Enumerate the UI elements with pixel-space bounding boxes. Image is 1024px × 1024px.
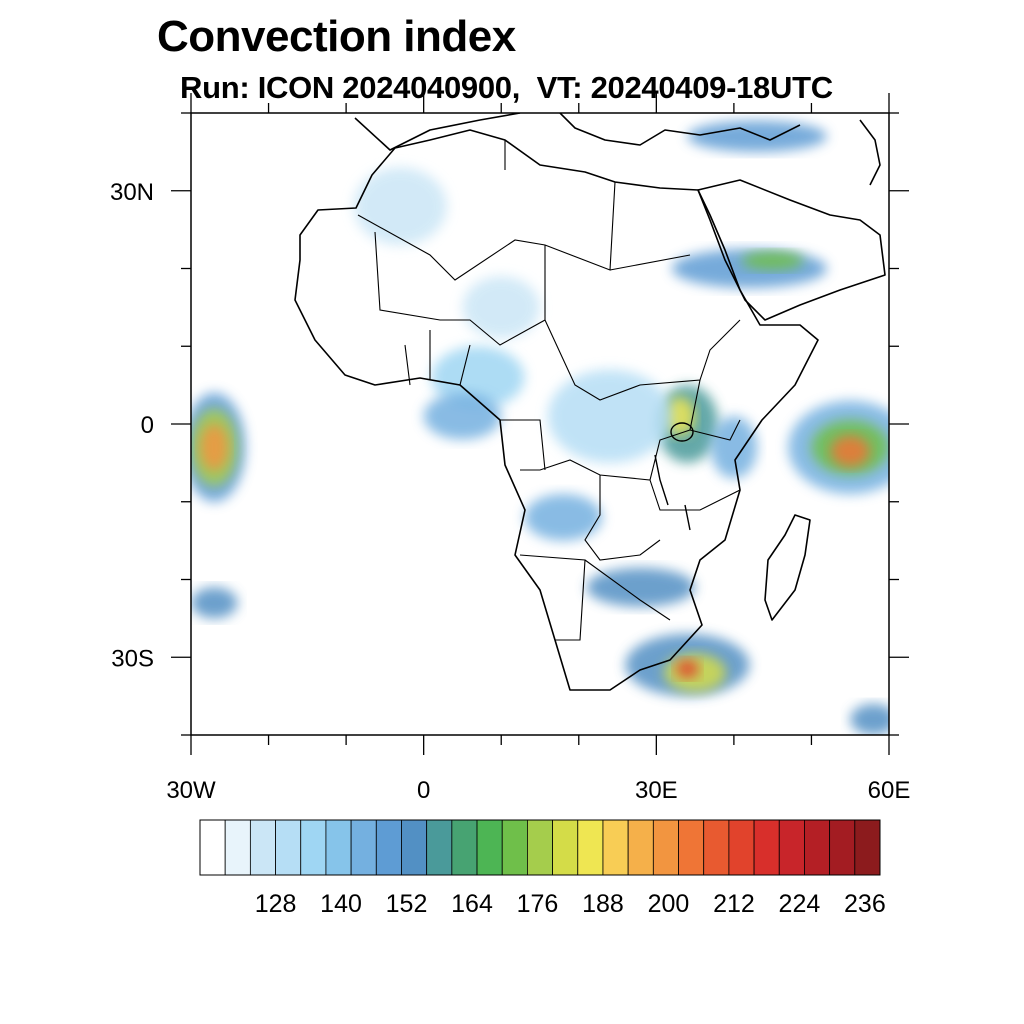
colorbar-swatch — [325, 819, 352, 876]
convection-cell — [200, 424, 229, 471]
madagascar-coastline — [764, 514, 811, 621]
colorbar-frame — [199, 819, 881, 876]
colorbar-swatch — [552, 819, 579, 876]
colorbar-swatch — [501, 819, 528, 876]
colorbar-swatch — [275, 819, 302, 876]
convection-cell — [710, 416, 758, 479]
convection-cell — [462, 276, 540, 339]
colorbar-swatch — [350, 819, 377, 876]
x-tick-label: 0 — [417, 777, 430, 804]
country-borders — [357, 140, 741, 641]
x-tick-label: 60E — [868, 777, 911, 804]
y-tick-label: 30S — [111, 645, 154, 672]
colorbar-swatch — [854, 819, 881, 876]
convection-cell — [741, 251, 804, 271]
convection-cell — [675, 659, 699, 679]
chart-subtitle: Run: ICON 2024040900, VT: 20240409-18UTC — [180, 70, 833, 105]
caspian-coastline — [859, 119, 881, 186]
colorbar-swatch — [577, 819, 604, 876]
colorbar-label: 200 — [648, 890, 690, 918]
lake-layer — [654, 422, 694, 531]
axis-ticks: 30W 0 30E 60E 30N 0 30S — [110, 93, 910, 804]
y-tick-label: 30N — [110, 179, 154, 206]
colorbar-label: 164 — [451, 890, 493, 918]
colorbar-swatch — [703, 819, 730, 876]
colorbar-swatch — [652, 819, 679, 876]
convection-cell — [664, 396, 696, 436]
colorbar-swatch — [249, 819, 276, 876]
colorbar-swatch — [451, 819, 478, 876]
colorbar-swatch — [829, 819, 856, 876]
colorbar-swatch — [401, 819, 428, 876]
convection-cell — [850, 703, 889, 735]
convection-cell — [547, 369, 672, 463]
y-tick-label: 0 — [141, 412, 154, 439]
colorbar-swatch — [602, 819, 629, 876]
arabia-coastline — [697, 179, 886, 321]
convection-cell — [191, 587, 238, 619]
colorbar-swatch — [804, 819, 831, 876]
convection-cell — [524, 493, 603, 541]
colorbar-label: 176 — [517, 890, 559, 918]
x-tick-label: 30E — [635, 777, 678, 804]
colorbar-label: 236 — [844, 890, 886, 918]
convection-cell — [687, 120, 827, 152]
colorbar-swatch — [627, 819, 654, 876]
colorbar-swatch — [375, 819, 402, 876]
colorbar-label: 224 — [779, 890, 821, 918]
colorbar-swatch — [527, 819, 553, 876]
chart-title: Convection index — [157, 12, 516, 61]
colorbar-swatch — [753, 819, 780, 876]
colorbar-swatch — [300, 819, 327, 876]
convection-cell — [830, 435, 870, 467]
colorbar-label: 140 — [320, 890, 362, 918]
colorbar-label: 128 — [255, 890, 297, 918]
colorbar: 128 140 152 164 176 188 200 212 224 236 — [199, 819, 886, 918]
convection-cell — [586, 567, 696, 607]
lake-victoria — [670, 422, 694, 442]
colorbar-swatch — [199, 819, 226, 876]
colorbar-label: 188 — [582, 890, 624, 918]
lake-tanganyika — [654, 454, 669, 506]
border-layer — [357, 140, 741, 641]
colorbar-label: 212 — [713, 890, 755, 918]
x-tick-label: 30W — [166, 777, 216, 804]
colorbar-swatch — [224, 819, 251, 876]
lake-malawi — [684, 504, 691, 531]
europe-coastline — [354, 113, 801, 151]
colorbar-swatch — [778, 819, 805, 876]
colorbar-swatch — [426, 819, 453, 876]
convection-cell — [431, 346, 525, 409]
colorbar-swatch — [476, 819, 503, 876]
convection-cell — [353, 167, 447, 246]
colorbar-swatch — [678, 819, 705, 876]
colorbar-label: 152 — [386, 890, 428, 918]
colorbar-swatch — [728, 819, 755, 876]
convection-field — [191, 120, 889, 735]
convection-cell — [423, 392, 502, 440]
